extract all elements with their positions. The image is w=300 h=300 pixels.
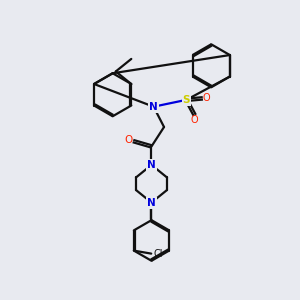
Text: S: S xyxy=(183,95,190,105)
Text: N: N xyxy=(147,160,156,170)
Text: N: N xyxy=(149,102,158,112)
Text: O: O xyxy=(125,134,133,145)
Text: N: N xyxy=(147,198,156,208)
Text: O: O xyxy=(191,115,199,125)
Text: O: O xyxy=(203,93,211,103)
Text: Cl: Cl xyxy=(153,249,163,259)
